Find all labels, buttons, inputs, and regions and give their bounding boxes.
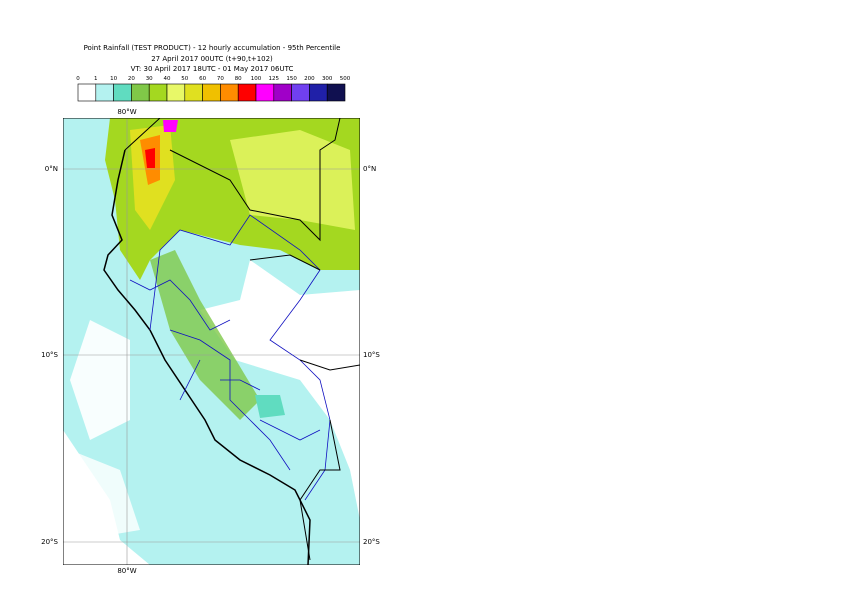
base-time: 27 April 2017 00UTC (t+90,t+102)	[151, 55, 273, 63]
legend-tick-label: 70	[217, 76, 224, 82]
lat-label: 10°S	[41, 351, 58, 359]
legend-swatch	[166, 83, 186, 102]
legend-swatch	[291, 83, 310, 102]
lat-label: 10°S	[363, 351, 380, 359]
legend-tick-label: 40	[164, 76, 171, 82]
legend-swatch	[326, 83, 346, 102]
lon-label: 80°W	[117, 108, 136, 116]
legend-tick-label: 1	[94, 76, 98, 82]
title: Point Rainfall (TEST PRODUCT) - 12 hourl…	[84, 44, 341, 52]
lat-label: 0°N	[45, 165, 58, 173]
valid-time: VT: 30 April 2017 18UTC - 01 May 2017 06…	[131, 65, 294, 73]
lat-label: 0°N	[363, 165, 376, 173]
legend-swatch	[113, 83, 132, 102]
legend-tick-label: 200	[304, 76, 315, 82]
legend-swatch	[202, 83, 221, 102]
legend-swatch	[237, 83, 257, 102]
legend: 0 1 10 20 30 40 50 60 70 80 100 125 150 200 300 500	[76, 76, 351, 102]
lat-label: 20°S	[363, 538, 380, 546]
legend-swatch	[184, 83, 203, 102]
legend-swatch	[148, 83, 168, 102]
legend-tick-label: 10	[110, 76, 117, 82]
lat-label: 20°S	[41, 538, 58, 546]
legend-tick-label: 300	[322, 76, 333, 82]
legend-tick-label: 20	[128, 76, 135, 82]
legend-tick-label: 100	[251, 76, 262, 82]
legend-tick-label: 125	[269, 76, 280, 82]
map	[63, 118, 360, 565]
legend-swatch	[273, 83, 292, 102]
legend-swatch	[131, 83, 150, 102]
legend-tick-label: 80	[235, 76, 242, 82]
legend-swatch	[309, 83, 328, 102]
legend-tick-label: 30	[146, 76, 153, 82]
legend-swatch	[95, 83, 114, 102]
legend-swatch	[220, 83, 239, 102]
legend-tick-label: 0	[76, 76, 80, 82]
lon-label: 80°W	[117, 567, 136, 575]
legend-tick-label: 150	[286, 76, 297, 82]
legend-swatch	[255, 83, 275, 102]
axis-labels: 0°N 10°S 20°S 0°N 10°S 20°S 80°W 80°W	[41, 108, 380, 575]
legend-tick-label: 500	[340, 76, 351, 82]
legend-swatch	[77, 83, 97, 102]
legend-tick-label: 60	[199, 76, 206, 82]
legend-tick-label: 50	[181, 76, 188, 82]
